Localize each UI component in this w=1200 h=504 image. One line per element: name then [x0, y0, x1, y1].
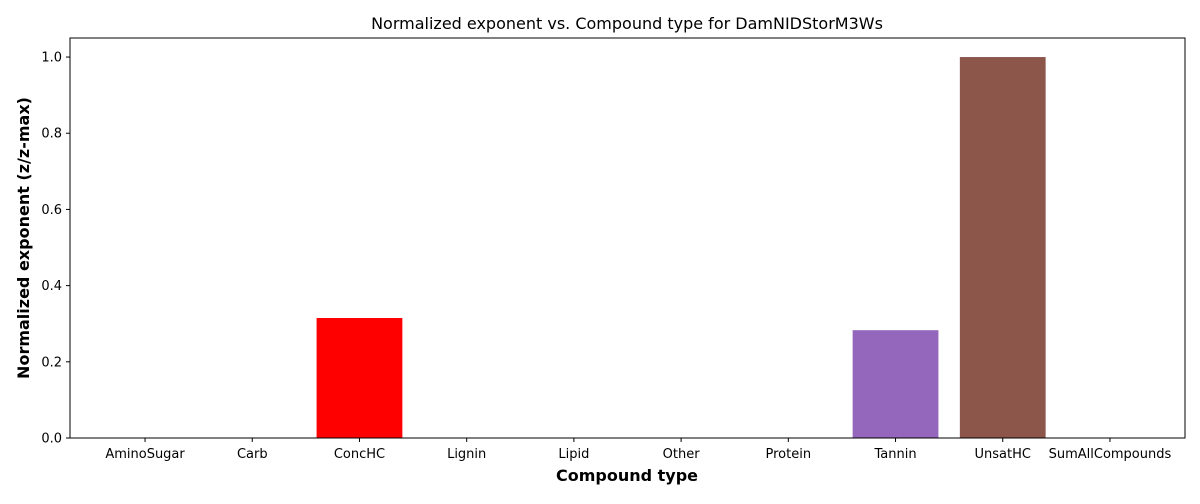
bar-unsathc: [959, 57, 1046, 439]
chart-title: Normalized exponent vs. Compound type fo…: [371, 14, 883, 33]
x-tick-label: ConcHC: [334, 447, 385, 462]
y-tick-label: 0.2: [41, 355, 62, 370]
x-tick-label: Other: [663, 447, 701, 462]
y-axis: 0.0 0.2 0.4 0.6 0.8 1.0: [41, 51, 70, 447]
x-tick-label: Lignin: [447, 447, 486, 462]
x-axis-label: Compound type: [556, 466, 698, 485]
x-tick-label: SumAllCompounds: [1049, 447, 1172, 462]
bars-layer: [316, 57, 1046, 439]
x-tick-label: Carb: [237, 447, 268, 462]
bar-conchc: [316, 318, 403, 438]
x-tick-label: Protein: [766, 447, 812, 462]
y-tick-label: 1.0: [41, 51, 62, 66]
y-tick-label: 0.8: [41, 127, 62, 142]
y-tick-label: 0.4: [41, 279, 62, 294]
x-axis: AminoSugar Carb ConcHC Lignin Lipid Other Prot…: [105, 438, 1172, 462]
y-tick-label: 0.6: [41, 203, 62, 218]
plot-frame: [69, 37, 1186, 439]
x-tick-label: Tannin: [873, 447, 916, 462]
y-tick-label: 0.0: [41, 432, 62, 447]
bar-tannin: [852, 330, 939, 438]
y-axis-label: Normalized exponent (z/z-max): [14, 97, 33, 379]
x-tick-label: UnsatHC: [975, 447, 1031, 462]
x-tick-label: Lipid: [558, 447, 589, 462]
x-tick-label: AminoSugar: [105, 447, 185, 462]
